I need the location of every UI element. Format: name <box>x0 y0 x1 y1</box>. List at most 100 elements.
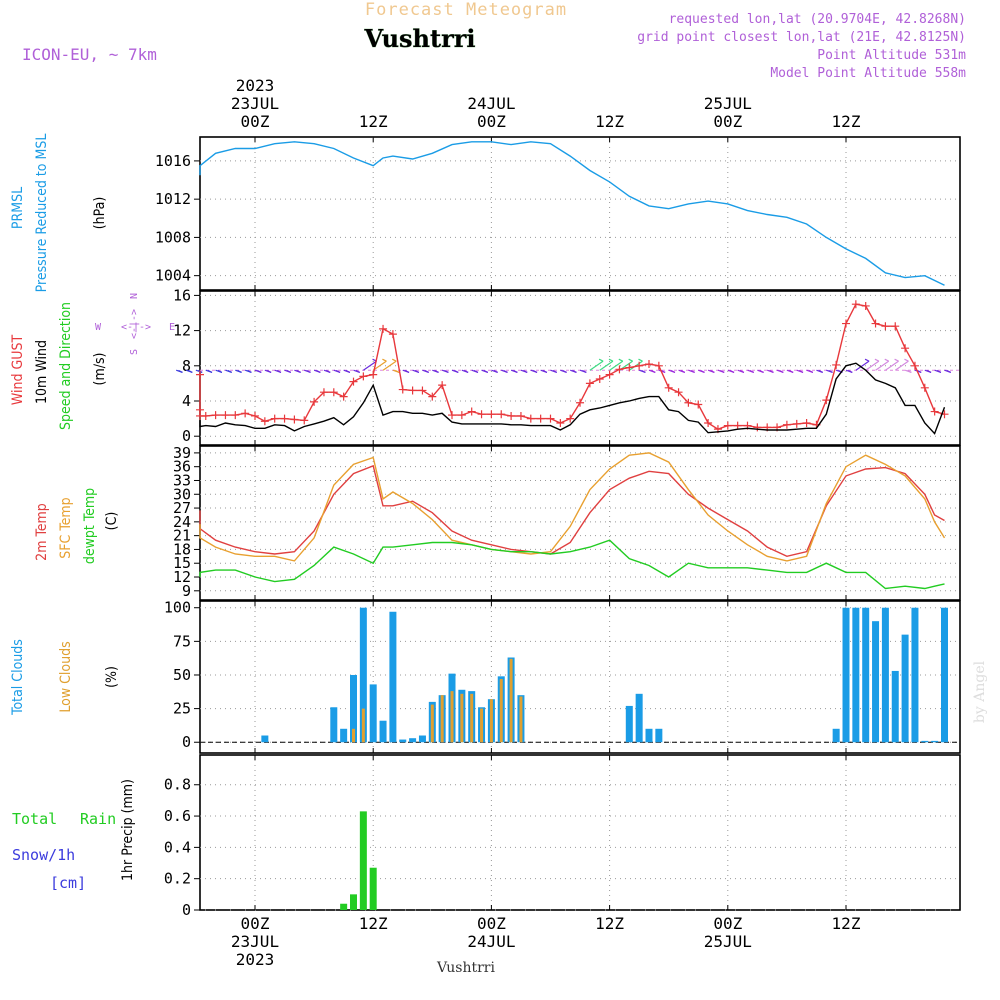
gust-marker <box>359 372 368 381</box>
wind-arrow-head <box>503 369 508 373</box>
wind-arrow-head <box>513 369 518 373</box>
gust-marker <box>241 409 250 418</box>
gust-marker <box>339 392 348 401</box>
gust-marker <box>457 411 466 420</box>
gust-marker <box>310 397 319 406</box>
series-dewpt-temp <box>199 539 945 590</box>
bar-total-clouds <box>359 607 367 743</box>
wind-arrow-head <box>178 369 183 373</box>
gust-marker <box>231 411 240 420</box>
header-point-alt: Point Altitude 531m <box>817 48 966 63</box>
gust-marker <box>822 396 831 405</box>
wind-arrow-head <box>306 369 311 373</box>
label-cm: [cm] <box>50 874 86 892</box>
wind-arrow-head <box>257 369 262 373</box>
gust-marker <box>920 383 929 392</box>
wind-arrow-head <box>874 358 880 362</box>
gust-marker <box>526 414 535 423</box>
wind-arrow-head <box>217 369 223 373</box>
gust-marker <box>221 411 230 420</box>
gust-marker <box>270 414 279 423</box>
label-prmsl: PRMSL <box>10 187 26 229</box>
y-tick-label: 25 <box>173 700 191 718</box>
series-sfc-temp <box>199 452 946 562</box>
bar-rain <box>369 867 377 910</box>
y-tick-label: 15 <box>173 554 191 572</box>
wind-arrow-head <box>424 369 429 373</box>
y-tick-label: 75 <box>173 632 191 650</box>
bottom-time-label: 25JUL <box>704 932 752 951</box>
label-10m-wind: 10m Wind <box>34 340 50 404</box>
label-pressure-unit: (hPa) <box>92 197 108 230</box>
gust-marker <box>196 370 204 379</box>
label-total-clouds: Total Clouds <box>10 639 26 716</box>
bottom-time-label: 12Z <box>359 914 388 933</box>
wind-arrow-head <box>382 358 387 362</box>
bar-total-clouds <box>261 735 269 743</box>
bottom-time-label: 2023 <box>236 950 275 969</box>
gust-marker <box>585 379 594 388</box>
y-tick-label: 9 <box>182 582 191 600</box>
wind-arrow-head <box>296 369 301 373</box>
wind-arrow-head <box>522 369 528 373</box>
wind-arrow-head <box>463 369 469 373</box>
bar-total-clouds <box>842 607 850 743</box>
top-time-label: 12Z <box>832 112 861 131</box>
label-temp-unit: (C) <box>104 512 120 531</box>
wind-arrow <box>609 360 624 371</box>
gust-marker <box>467 407 476 416</box>
wind-arrow-head <box>572 369 577 373</box>
series-wind-gust <box>199 303 945 430</box>
gust-marker <box>398 385 407 394</box>
label-snow: Snow/1h <box>12 846 75 864</box>
wind-arrow-head <box>286 369 292 373</box>
gust-marker <box>832 360 841 369</box>
plot-layer: 1004100810121016048121691215182124273033… <box>155 76 961 969</box>
gust-marker <box>349 377 358 386</box>
wind-arrow <box>855 360 870 371</box>
wind-arrow-head <box>276 369 282 373</box>
panel-pressure: 1004 1008 1012 1016 <box>155 136 961 291</box>
footer-location: Vushtrri <box>436 960 495 976</box>
wind-arrow-head <box>638 358 643 362</box>
y-tick-label: 18 <box>173 540 191 558</box>
wind-arrow-head <box>808 369 814 373</box>
gust-marker <box>842 319 850 328</box>
gust-marker <box>930 407 939 416</box>
bottom-time-label: 00Z <box>477 914 506 933</box>
bar-total-clouds <box>872 621 880 743</box>
wind-arrow-head <box>188 369 193 373</box>
y-tick-label: 21 <box>173 527 191 545</box>
gust-marker <box>448 411 456 420</box>
bar-total-clouds <box>862 607 870 743</box>
gust-marker <box>605 370 614 379</box>
y-tick-label: 12 <box>173 322 191 340</box>
gust-marker <box>566 414 575 423</box>
bar-total-clouds <box>921 740 929 743</box>
top-time-label: 00Z <box>241 112 270 131</box>
wind-arrow-head <box>884 358 890 362</box>
bar-low-clouds <box>352 728 355 743</box>
bar-low-clouds <box>440 695 444 743</box>
gust-marker <box>438 381 447 390</box>
series-2m-temp <box>199 464 945 558</box>
wind-arrow <box>894 360 909 371</box>
wind-arrow-head <box>414 369 420 373</box>
bar-total-clouds <box>911 607 919 743</box>
bar-total-clouds <box>389 611 397 743</box>
bottom-time-label: 23JUL <box>231 932 279 951</box>
bar-total-clouds <box>625 705 633 743</box>
wind-arrow-head <box>739 369 745 373</box>
wind-arrow-head <box>473 369 479 373</box>
y-tick-label: 1008 <box>155 228 191 246</box>
wind-arrow-head <box>719 369 725 373</box>
bar-total-clouds <box>655 728 663 743</box>
y-tick-label: 24 <box>173 513 191 531</box>
wind-arrow <box>372 360 387 371</box>
wind-arrow-head <box>828 369 833 373</box>
bar-total-clouds <box>350 674 357 743</box>
wind-arrow-head <box>608 358 614 362</box>
bar-low-clouds <box>430 704 434 743</box>
gust-marker <box>694 400 703 409</box>
